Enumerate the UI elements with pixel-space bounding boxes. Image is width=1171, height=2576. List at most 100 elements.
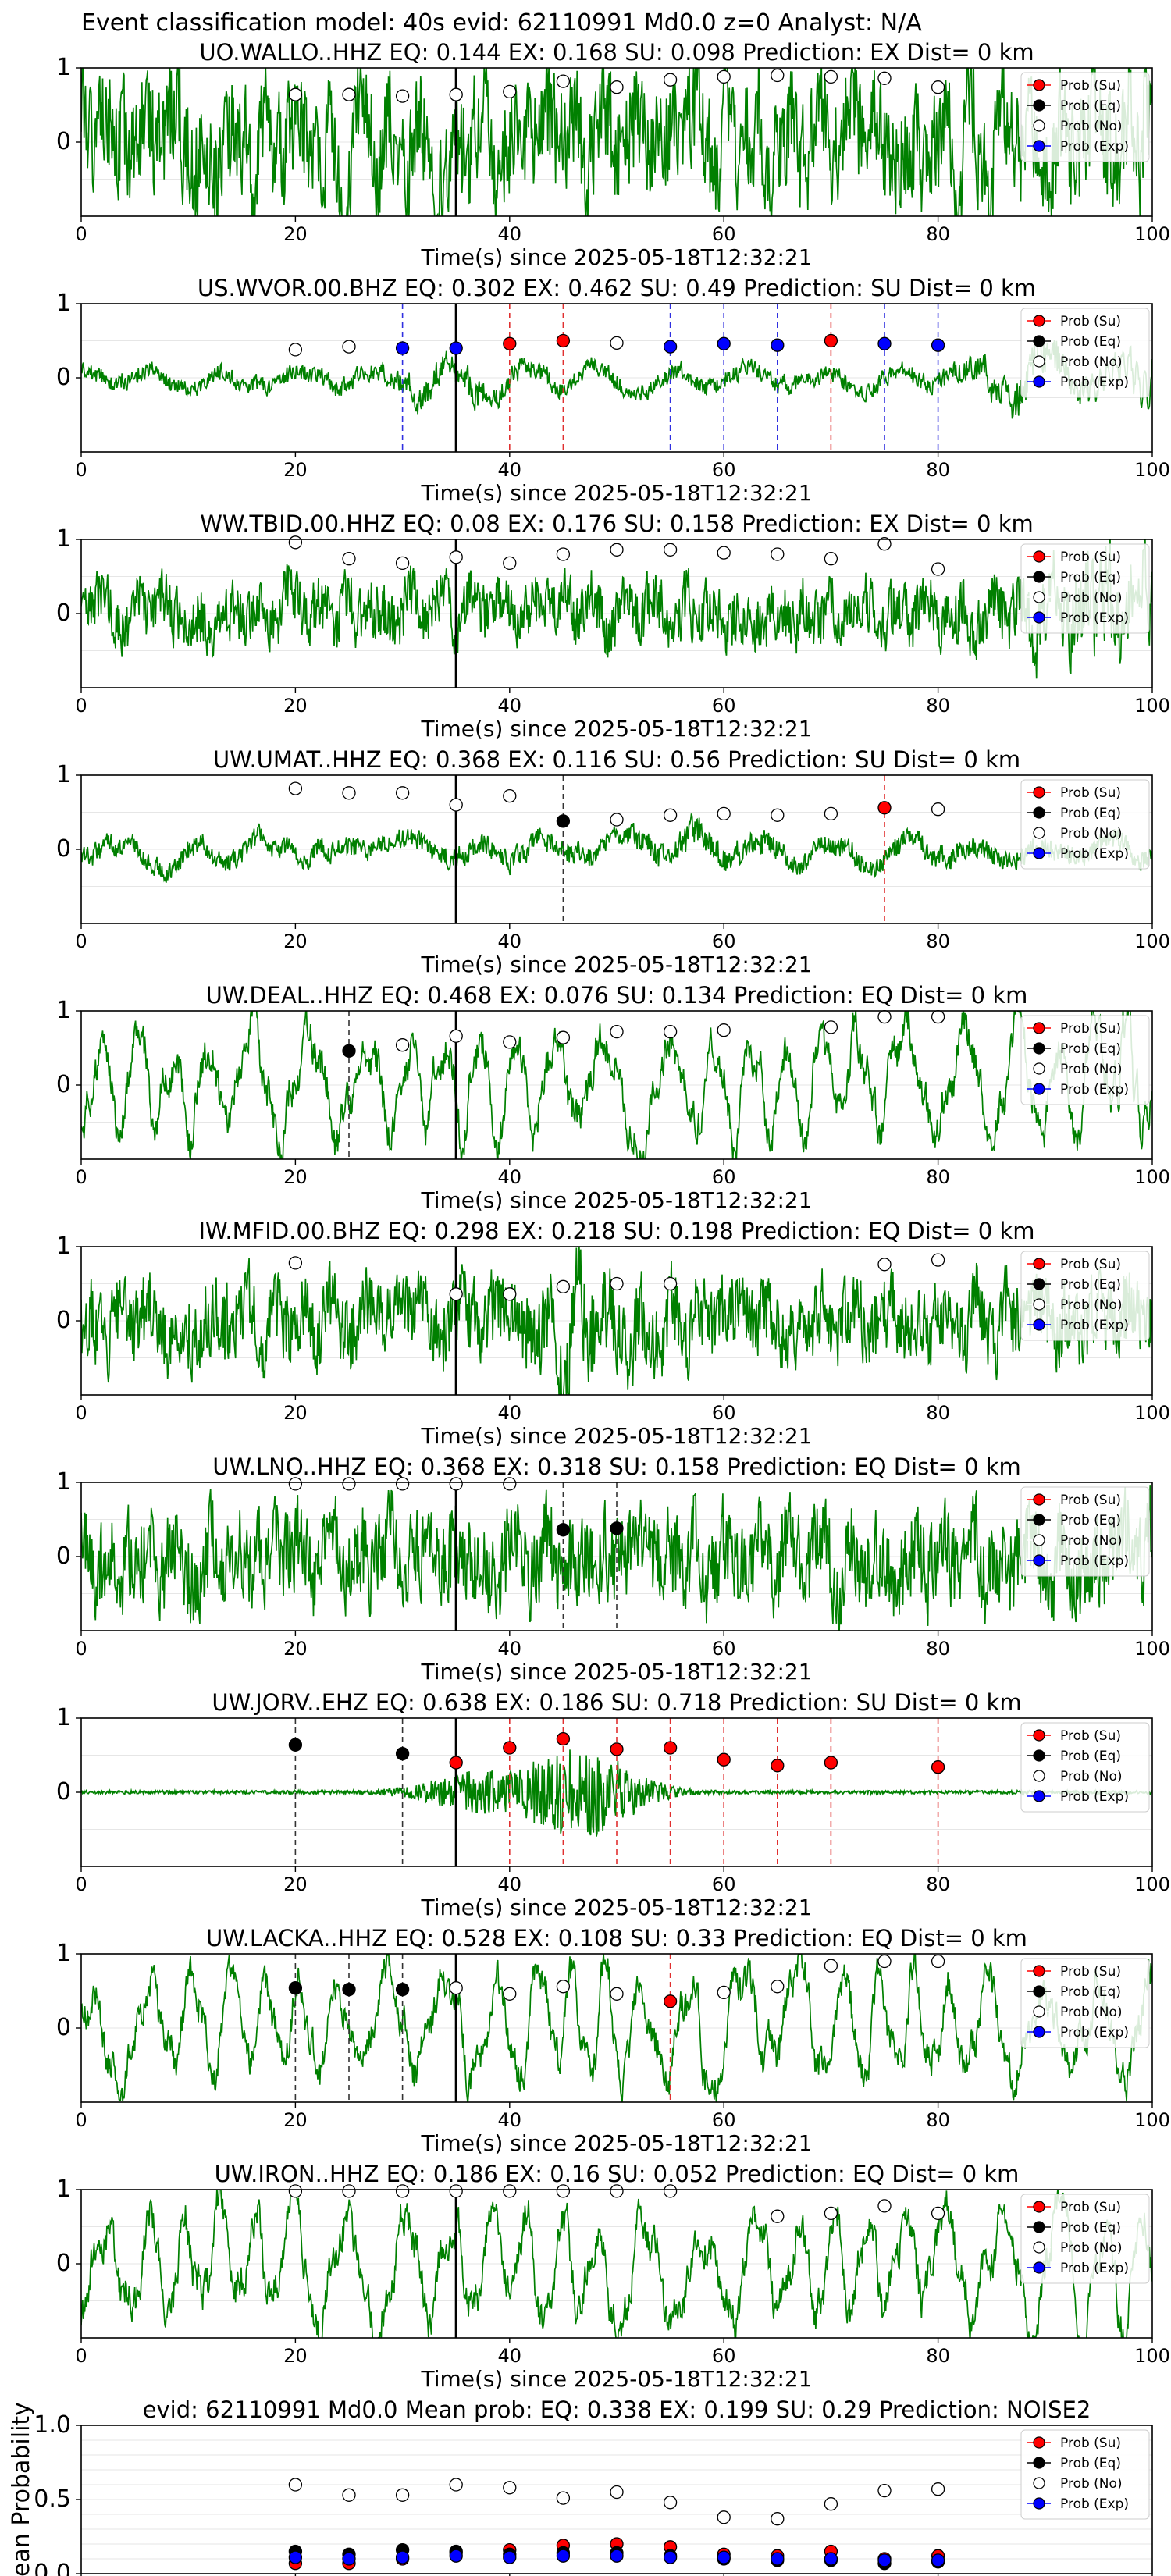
x-tick-label: 60 [712,1873,736,1895]
x-axis-label: Time(s) since 2025-05-18T12:32:21 [420,1659,812,1685]
x-axis-label: Time(s) since 2025-05-18T12:32:21 [420,952,812,977]
x-axis-label: Time(s) since 2025-05-18T12:32:21 [420,480,812,506]
panel-10: evid: 62110991 Md0.0 Mean prob: EQ: 0.33… [8,2396,1153,2576]
marker-no [449,1477,463,1491]
legend-marker-no [1033,119,1045,132]
legend-label-su: Prob (Su) [1060,314,1121,329]
legend-box [1020,779,1150,870]
marker-su [663,1741,678,1755]
legend-label-su: Prob (Su) [1060,1021,1121,1037]
x-tick-label: 60 [712,223,736,245]
legend-label-exp: Prob (Exp) [1060,139,1129,155]
legend-label-exp: Prob (Exp) [1060,1082,1129,1098]
legend-marker-eq [1033,1749,1045,1762]
legend-marker-exp [1033,1554,1045,1567]
marker-no [503,1035,517,1049]
legend-box [1020,543,1150,634]
x-tick-label: 100 [1134,1873,1170,1895]
x-tick-label: 0 [75,930,87,952]
legend-label-su: Prob (Su) [1060,1493,1121,1508]
mean-marker-exp [717,2550,731,2564]
marker-no [288,87,303,101]
legend-label-exp: Prob (Exp) [1060,2025,1129,2041]
mean-marker-exp [663,2550,678,2564]
waveform-trace [81,539,1152,679]
marker-exp [663,340,678,354]
legend-box [1020,1015,1150,1105]
marker-su [449,1756,463,1770]
marker-no [556,1980,571,1994]
mean-marker-no [771,2512,785,2526]
legend-marker-su [1033,79,1045,91]
x-tick-label: 40 [498,1873,522,1895]
marker-no [663,73,678,87]
legend-label-no: Prob (No) [1060,826,1123,841]
panel-title: UW.IRON..HHZ EQ: 0.186 EX: 0.16 SU: 0.05… [215,2161,1020,2187]
x-tick-label: 20 [283,930,308,952]
x-tick-label: 100 [1134,695,1170,717]
y-tick-label: 1 [56,290,71,317]
panels: UO.WALLO..HHZ EQ: 0.144 EX: 0.168 SU: 0.… [8,39,1170,2576]
y-axis-label: Mean Probability [8,2402,35,2576]
legend-label-su: Prob (Su) [1060,550,1121,565]
y-tick-label: 0 [56,835,71,863]
marker-exp [877,336,892,350]
marker-exp [717,336,731,350]
marker-no [449,2184,463,2198]
legend-marker-exp [1033,2261,1045,2274]
legend-marker-su [1033,550,1045,563]
panel-1: US.WVOR.00.BHZ EQ: 0.302 EX: 0.462 SU: 0… [56,275,1170,506]
legend-label-eq: Prob (Eq) [1060,98,1121,114]
legend-box [1020,308,1150,398]
marker-no [503,1477,517,1491]
marker-no [931,1009,945,1024]
marker-no [449,87,463,101]
x-tick-label: 40 [498,1402,522,1424]
legend-marker-eq [1033,2221,1045,2233]
marker-no [556,2184,571,2198]
marker-no [610,1987,624,2001]
marker-no [610,80,624,94]
waveform-trace [81,1749,1152,1837]
mean-marker-no [717,2510,731,2524]
marker-no [931,1954,945,1969]
y-tick-label: 0.5 [34,2485,71,2513]
y-tick-label: 0 [56,364,71,391]
legend-marker-no [1033,2477,1045,2489]
y-tick-label: 0 [56,1542,71,1570]
mean-marker-no [610,2485,624,2500]
marker-no [717,546,731,560]
panel-title: UW.LNO..HHZ EQ: 0.368 EX: 0.318 SU: 0.15… [212,1453,1021,1480]
x-tick-label: 0 [75,2345,87,2367]
x-tick-label: 80 [926,1638,950,1660]
legend-label-no: Prob (No) [1060,119,1123,134]
x-tick-label: 60 [712,695,736,717]
x-tick-label: 40 [498,1638,522,1660]
legend-box [1020,2429,1150,2520]
legend-box [1020,1486,1150,1577]
marker-no [342,552,356,566]
y-tick-label: 1 [56,1468,71,1496]
x-tick-label: 0 [75,1638,87,1660]
marker-eq [556,1523,571,1537]
y-tick-label: 1 [56,1233,71,1260]
legend-marker-eq [1033,1985,1045,1998]
marker-no [771,808,785,822]
x-tick-label: 60 [712,2345,736,2367]
legend-label-exp: Prob (Exp) [1060,1318,1129,1333]
legend-marker-no [1033,1298,1045,1311]
legend-marker-su [1033,1965,1045,1977]
marker-no [503,1287,517,1301]
x-tick-label: 80 [926,1873,950,1895]
panel-9: UW.IRON..HHZ EQ: 0.186 EX: 0.16 SU: 0.05… [56,2161,1170,2392]
marker-no [663,1276,678,1291]
waveform-trace [81,813,1152,883]
x-tick-label: 0 [75,1873,87,1895]
marker-no [342,87,356,101]
marker-su [663,1994,678,2008]
y-tick-label: 0 [56,1778,71,1806]
x-axis-label: Time(s) since 2025-05-18T12:32:21 [420,2366,812,2392]
marker-no [449,798,463,812]
panel-title: UW.LACKA..HHZ EQ: 0.528 EX: 0.108 SU: 0.… [206,1925,1027,1952]
x-tick-label: 80 [926,459,950,481]
